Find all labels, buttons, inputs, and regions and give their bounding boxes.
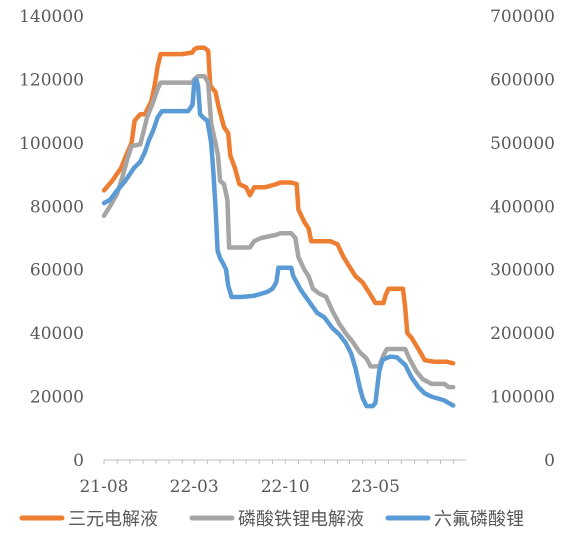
y-right-tick-label: 700000 [490,7,555,27]
series-line-3 [101,77,456,409]
y-right-tick-label: 100000 [490,388,555,408]
legend: 三元电解液 磷酸铁锂电解液 六氟磷酸锂 [19,509,524,530]
x-tick-label: 22-10 [261,477,310,497]
x-tick-label: 22-03 [170,477,219,497]
y-right-tick-label: 600000 [490,70,555,90]
y-left-tick-label: 80000 [30,197,84,217]
y-left-tick-label: 0 [73,451,84,471]
y-right-tick-label: 200000 [490,324,555,344]
series-line-1 [101,45,456,366]
legend-label-1: 三元电解液 [68,509,158,530]
y-left-tick-label: 40000 [30,324,84,344]
legend-label-2: 磷酸铁锂电解液 [238,509,364,530]
x-tick-label: 21-08 [79,477,128,497]
y-right-tick-label: 0 [544,451,555,471]
y-left-tick-label: 100000 [19,134,84,154]
x-tick-label: 23-05 [351,477,400,497]
axes-layer: 0 20000 40000 60000 80000 100000 120000 140000 0… [19,7,555,497]
legend-label-3: 六氟磷酸锂 [434,509,524,530]
y-left-tick-label: 60000 [30,261,84,281]
y-right-tick-label: 500000 [490,134,555,154]
series-line-2 [101,74,456,390]
y-right-tick-label: 300000 [490,261,555,281]
y-left-tick-label: 140000 [19,7,84,27]
y-left-tick-label: 120000 [19,70,84,90]
y-left-tick-label: 20000 [30,388,84,408]
series-layer [101,45,456,409]
y-right-tick-label: 400000 [490,197,555,217]
